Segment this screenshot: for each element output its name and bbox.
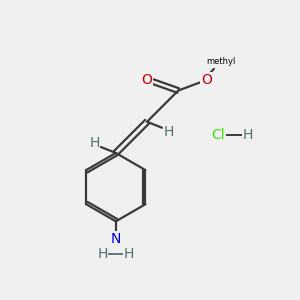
Text: N: N — [111, 232, 121, 246]
Text: O: O — [141, 73, 152, 87]
Text: H: H — [97, 247, 108, 261]
Text: H: H — [243, 128, 253, 142]
Text: Cl: Cl — [212, 128, 225, 142]
Text: H: H — [89, 136, 100, 150]
Text: H: H — [124, 247, 134, 261]
Text: methyl: methyl — [207, 57, 236, 66]
Text: H: H — [163, 125, 174, 139]
Text: O: O — [201, 73, 212, 87]
